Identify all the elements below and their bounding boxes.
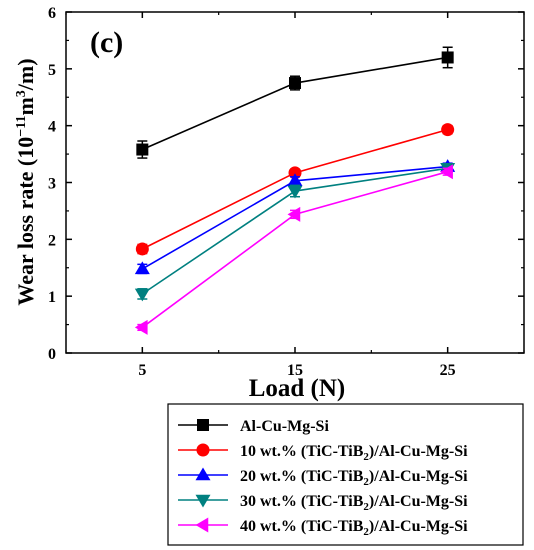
data-point (135, 242, 149, 256)
series-line (142, 56, 448, 151)
data-point (440, 164, 453, 180)
legend-marker (195, 517, 209, 533)
data-point (289, 77, 301, 90)
legend-label-suffix: )/Al-Cu-Mg-Si (369, 518, 468, 535)
y-axis-title-exp2: 3 (14, 90, 29, 97)
series-1 (136, 46, 454, 159)
series-layer (134, 46, 456, 335)
legend-label-prefix: 20 wt.% (TiC-TiB (240, 468, 364, 485)
legend-label: 20 wt.% (TiC-TiB2)/Al-Cu-Mg-Si (240, 468, 468, 488)
data-point (441, 51, 454, 64)
legend-item-4: 30 wt.% (TiC-TiB2)/Al-Cu-Mg-Si (178, 493, 468, 513)
y-tick-label: 2 (48, 232, 56, 249)
x-axis-title: Load (N) (249, 375, 346, 402)
legend-label-suffix: )/Al-Cu-Mg-Si (369, 443, 468, 460)
legend-label-subscript: 2 (363, 501, 369, 513)
legend-label: Al-Cu-Mg-Si (240, 418, 329, 435)
series-5 (134, 164, 453, 335)
legend-label-prefix: 30 wt.% (TiC-TiB (240, 493, 364, 510)
legend-label: 30 wt.% (TiC-TiB2)/Al-Cu-Mg-Si (240, 493, 468, 513)
panel-label: (c) (90, 26, 123, 59)
data-point (134, 261, 150, 275)
legend-item-1: Al-Cu-Mg-Si (178, 418, 329, 435)
legend-label-subscript: 2 (363, 526, 369, 538)
data-point (287, 185, 303, 199)
data-point (287, 206, 301, 222)
legend-item-5: 40 wt.% (TiC-TiB2)/Al-Cu-Mg-Si (178, 517, 468, 538)
y-axis-title-mid: m (13, 97, 38, 115)
y-tick-label: 3 (48, 176, 56, 193)
legend-label-suffix: Al-Cu-Mg-Si (240, 418, 329, 435)
legend-label-suffix: )/Al-Cu-Mg-Si (369, 493, 468, 510)
y-tick-label: 1 (48, 289, 56, 306)
legend-label-suffix: )/Al-Cu-Mg-Si (369, 468, 468, 485)
legend-marker (195, 467, 211, 481)
legend-label-subscript: 2 (363, 476, 369, 488)
x-tick-label: 25 (440, 362, 456, 379)
x-tick-label: 5 (138, 362, 146, 379)
y-axis-title-main: Wear loss rate (10 (13, 137, 38, 306)
legend-item-3: 20 wt.% (TiC-TiB2)/Al-Cu-Mg-Si (178, 467, 468, 488)
legend-label-subscript: 2 (363, 451, 369, 463)
legend-item-2: 10 wt.% (TiC-TiB2)/Al-Cu-Mg-Si (178, 443, 468, 463)
data-point (134, 319, 148, 335)
y-tick-label: 5 (48, 62, 56, 79)
legend-marker (195, 494, 211, 508)
data-point (287, 173, 303, 187)
legend-label: 10 wt.% (TiC-TiB2)/Al-Cu-Mg-Si (240, 443, 468, 463)
data-point (136, 143, 149, 156)
legend-marker (196, 443, 210, 457)
y-axis-title-end: /m) (13, 58, 38, 91)
y-axis-ticks: 0 1 2 3 4 5 6 (48, 5, 524, 363)
legend-marker (197, 419, 209, 431)
legend-label-prefix: 10 wt.% (TiC-TiB (240, 443, 364, 460)
legend-label: 40 wt.% (TiC-TiB2)/Al-Cu-Mg-Si (240, 518, 468, 538)
y-axis-title: Wear loss rate (10−11m3/m) (13, 58, 38, 305)
legend-label-prefix: 40 wt.% (TiC-TiB (240, 518, 364, 535)
y-tick-label: 6 (48, 5, 56, 22)
x-tick-label: 15 (287, 362, 303, 379)
y-tick-label: 4 (48, 119, 56, 136)
y-tick-label: 0 (48, 346, 56, 363)
data-point (134, 288, 150, 302)
data-point (441, 123, 455, 137)
y-axis-title-exp1: −11 (14, 116, 29, 137)
